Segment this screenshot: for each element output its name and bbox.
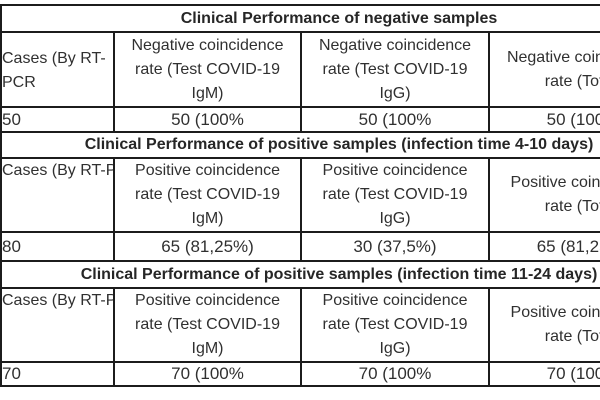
positive-11-24-title-row: Clinical Performance of positive samples… — [0, 260, 600, 289]
positive-4-10-data-row: 80 65 (81,25%) 30 (37,5%) 65 (81,25%) — [0, 231, 600, 262]
negative-igg-header: Negative coincidence rate (Test COVID-19… — [300, 31, 490, 108]
positive-11-24-total-header: Positive coincidence rate (Total) — [488, 287, 600, 363]
negative-samples-title-row: Clinical Performance of negative samples — [0, 4, 600, 33]
positive-4-10-igm-value: 65 (81,25%) — [113, 231, 302, 262]
positive-11-24-total-value: 70 (100% — [488, 361, 600, 387]
positive-11-24-igm-header: Positive coincidence rate (Test COVID-19… — [113, 287, 302, 363]
positive-11-24-igg-header: Positive coincidence rate (Test COVID-19… — [300, 287, 490, 363]
positive-11-24-igm-value: 70 (100% — [113, 361, 302, 387]
positive-4-10-cases-value: 80 — [0, 231, 115, 262]
positive-11-24-cases-value: 70 — [0, 361, 115, 387]
positive-4-10-title-row: Clinical Performance of positive samples… — [0, 131, 600, 159]
negative-cases-value: 50 — [0, 106, 115, 133]
positive-11-24-data-row: 70 70 (100% 70 (100% 70 (100% — [0, 361, 600, 387]
positive-4-10-total-value: 65 (81,25%) — [488, 231, 600, 262]
negative-igm-header: Negative coincidence rate (Test COVID-19… — [113, 31, 302, 108]
positive-4-10-total-header: Positive coincidence rate (Total) — [488, 157, 600, 233]
positive-11-24-title: Clinical Performance of positive samples… — [0, 260, 600, 289]
clinical-performance-table: Clinical Performance of negative samples… — [0, 4, 600, 387]
positive-11-24-header-row: Cases (By RT-PCR Positive coincidence ra… — [0, 287, 600, 363]
positive-4-10-cases-header: Cases (By RT-PCR — [0, 157, 115, 233]
positive-4-10-title: Clinical Performance of positive samples… — [0, 131, 600, 159]
negative-cases-header: Cases (By RT- PCR — [0, 31, 115, 108]
positive-4-10-igm-header: Positive coincidence rate (Test COVID-19… — [113, 157, 302, 233]
positive-11-24-cases-header: Cases (By RT-PCR — [0, 287, 115, 363]
negative-igm-value: 50 (100% — [113, 106, 302, 133]
positive-4-10-header-row: Cases (By RT-PCR Positive coincidence ra… — [0, 157, 600, 233]
positive-4-10-igg-header: Positive coincidence rate (Test COVID-19… — [300, 157, 490, 233]
positive-11-24-igg-value: 70 (100% — [300, 361, 490, 387]
negative-total-header: Negative coincidence rate (Total) — [488, 31, 600, 108]
negative-total-value: 50 (100% — [488, 106, 600, 133]
negative-igg-value: 50 (100% — [300, 106, 490, 133]
negative-samples-data-row: 50 50 (100% 50 (100% 50 (100% — [0, 106, 600, 133]
negative-samples-header-row: Cases (By RT- PCR Negative coincidence r… — [0, 31, 600, 108]
negative-samples-title: Clinical Performance of negative samples — [0, 4, 600, 33]
positive-4-10-igg-value: 30 (37,5%) — [300, 231, 490, 262]
